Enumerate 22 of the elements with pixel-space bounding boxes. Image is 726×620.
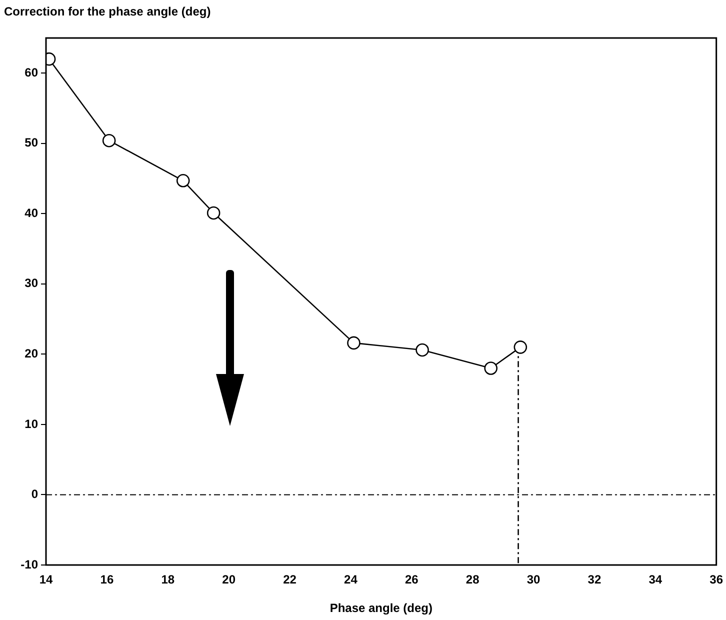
x-tick-label: 16 xyxy=(100,572,114,587)
x-axis-title: Phase angle (deg) xyxy=(330,601,433,616)
x-tick-label: 18 xyxy=(161,572,175,587)
x-tick-label: 14 xyxy=(39,572,53,587)
x-tick-label: 32 xyxy=(588,572,602,587)
y-tick-label: 40 xyxy=(24,206,38,220)
y-tick-label: 60 xyxy=(24,65,38,80)
y-tick-label: 50 xyxy=(24,136,38,150)
y-tick-label: 10 xyxy=(24,416,38,431)
x-tick-label: 20 xyxy=(222,572,236,587)
y-tick-label: 30 xyxy=(24,276,38,290)
x-tick-label: 36 xyxy=(710,572,724,587)
y-tick-label: -10 xyxy=(20,557,38,572)
x-tick-label: 28 xyxy=(466,572,480,587)
y-axis-title: Correction for the phase angle (deg) xyxy=(4,4,211,18)
y-tick-label: 20 xyxy=(24,346,38,361)
x-tick-label: 34 xyxy=(648,572,662,587)
x-tick-label: 22 xyxy=(283,572,297,587)
y-tick-label: 0 xyxy=(31,487,38,502)
x-tick-label: 30 xyxy=(526,572,541,587)
x-tick-label: 26 xyxy=(404,572,419,587)
x-tick-label: 24 xyxy=(344,572,358,587)
